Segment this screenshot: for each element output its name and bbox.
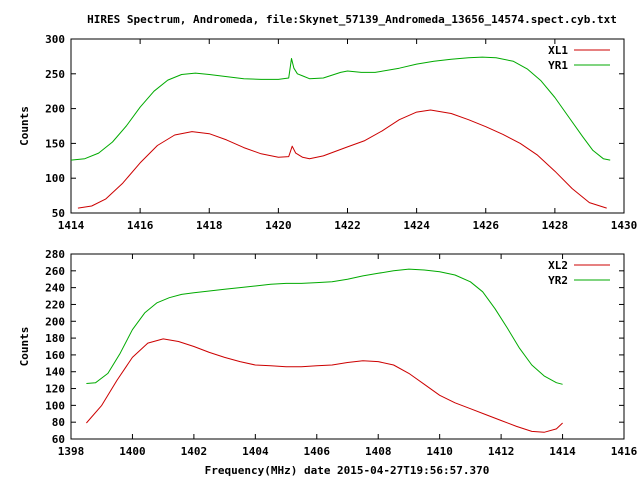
bottom-panel: 1398 1400 1402 1404 1406 1408 1410 1412 1414 1416… <box>18 248 638 458</box>
x-tick-label: 1404 <box>242 445 269 458</box>
y-tick-label: 50 <box>52 207 65 220</box>
y-tick-label: 240 <box>45 282 65 295</box>
plot-frame <box>70 253 625 440</box>
x-tick-label: 1406 <box>304 445 331 458</box>
series-line-xl2 <box>86 338 563 433</box>
y-tick-label: 180 <box>45 332 65 345</box>
x-tick-label: 1428 <box>542 219 569 232</box>
x-tick-label: 1422 <box>334 219 361 232</box>
legend-label-xl1: XL1 <box>548 44 568 57</box>
x-tick-label: 1408 <box>365 445 392 458</box>
y-tick-label: 140 <box>45 366 65 379</box>
x-tick-label: 1400 <box>119 445 146 458</box>
x-tick-label: 1430 <box>611 219 638 232</box>
x-tick-label: 1426 <box>473 219 500 232</box>
chart-title: HIRES Spectrum, Andromeda, file:Skynet_5… <box>87 13 617 26</box>
y-tick-label: 260 <box>45 265 65 278</box>
y-tick-label: 120 <box>45 383 65 396</box>
legend-label-yr2: YR2 <box>548 274 568 287</box>
series-line-yr1 <box>70 56 611 161</box>
x-tick-label: 1414 <box>58 219 85 232</box>
x-axis-label: Frequency(MHz) date 2015-04-27T19:56:57.… <box>205 464 490 477</box>
y-axis-label: Counts <box>18 327 31 367</box>
top-panel: 1414 1416 1418 1420 1422 1424 1426 1428 1430 50 10… <box>18 33 637 232</box>
x-tick-label: 1398 <box>58 445 85 458</box>
legend-label-xl2: XL2 <box>548 259 568 272</box>
series-line-yr2 <box>86 268 563 385</box>
y-axis-label: Counts <box>18 106 31 146</box>
x-tick-label: 1424 <box>403 219 430 232</box>
y-tick-label: 220 <box>45 298 65 311</box>
y-tick-label: 200 <box>45 103 65 116</box>
x-tick-label: 1410 <box>426 445 453 458</box>
y-tick-label: 250 <box>45 68 65 81</box>
y-tick-label: 100 <box>45 172 65 185</box>
y-tick-label: 300 <box>45 33 65 46</box>
y-tick-label: 200 <box>45 315 65 328</box>
x-tick-label: 1416 <box>611 445 638 458</box>
x-tick-label: 1418 <box>196 219 223 232</box>
y-tick-label: 150 <box>45 137 65 150</box>
y-tick-label: 160 <box>45 349 65 362</box>
series-line-xl1 <box>77 109 607 209</box>
y-tick-label: 60 <box>52 433 65 446</box>
y-tick-label: 100 <box>45 399 65 412</box>
x-tick-label: 1412 <box>488 445 515 458</box>
x-tick-label: 1402 <box>181 445 208 458</box>
legend-label-yr1: YR1 <box>548 59 568 72</box>
y-tick-label: 80 <box>52 416 65 429</box>
y-tick-label: 280 <box>45 248 65 261</box>
x-tick-label: 1420 <box>265 219 292 232</box>
x-tick-label: 1416 <box>127 219 154 232</box>
x-tick-label: 1414 <box>549 445 576 458</box>
